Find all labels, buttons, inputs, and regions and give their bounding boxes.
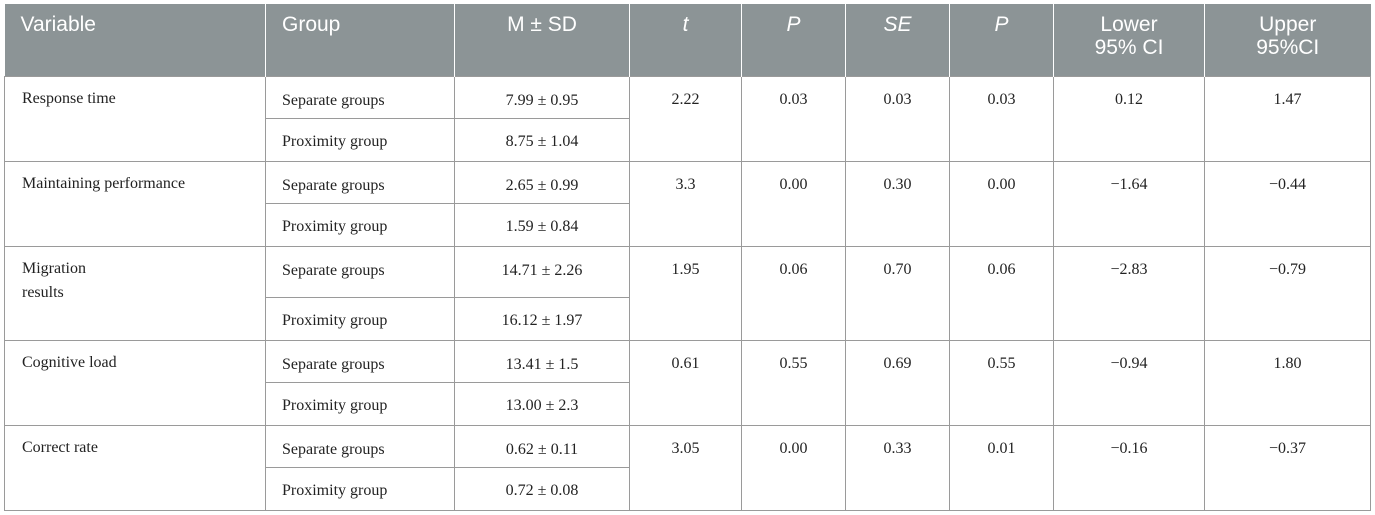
table-row: Maintaining performance Separate groups …: [4, 160, 1371, 247]
header-variable: Variable: [4, 4, 266, 76]
se-cell: 0.69: [845, 339, 950, 426]
header-lower-ci: Lower 95% CI: [1053, 4, 1205, 76]
lower-ci-cell: −2.83: [1053, 245, 1205, 341]
upper-ci-cell: 1.80: [1204, 339, 1371, 426]
lower-ci-cell: −0.16: [1053, 424, 1205, 511]
variable-cell: Response time: [4, 75, 266, 162]
table-row: Proximity group 16.12 ± 1.97: [5, 296, 1371, 341]
se-cell: 0.70: [845, 245, 950, 341]
table-row: Proximity group 13.00 ± 2.3: [5, 381, 1371, 426]
header-upper-ci-line1: Upper: [1259, 13, 1317, 36]
upper-ci-cell: −0.44: [1204, 160, 1371, 247]
group-cell: Proximity group: [265, 117, 455, 162]
table-row: Cognitive load Separate groups 13.41 ± 1…: [4, 339, 1371, 426]
header-t: t: [629, 4, 742, 76]
t-cell: 1.95: [629, 245, 742, 341]
p-second-cell: 0.55: [949, 339, 1054, 426]
header-row: Variable Group M ± SD t P SE P Lower 95%…: [4, 4, 1371, 76]
header-p-second: P: [949, 4, 1054, 76]
msd-cell: 7.99 ± 0.95: [454, 75, 630, 119]
group-cell: Proximity group: [265, 202, 455, 247]
lower-ci-cell: −1.64: [1053, 160, 1205, 247]
results-table: Variable Group M ± SD t P SE P Lower 95%…: [4, 4, 1371, 511]
header-msd: M ± SD: [454, 4, 630, 76]
variable-cell: Cognitive load: [4, 339, 266, 426]
p-cell: 0.00: [741, 160, 846, 247]
p-cell: 0.03: [741, 75, 846, 162]
msd-cell: 14.71 ± 2.26: [454, 245, 630, 298]
header-se: SE: [845, 4, 950, 76]
msd-cell: 2.65 ± 0.99: [454, 160, 630, 204]
variable-cell: Maintaining performance: [4, 160, 266, 247]
p-cell: 0.00: [741, 424, 846, 511]
se-cell: 0.30: [845, 160, 950, 247]
group-cell: Separate groups: [265, 424, 455, 468]
variable-cell: Correct rate: [4, 424, 266, 511]
t-cell: 0.61: [629, 339, 742, 426]
msd-cell: 16.12 ± 1.97: [454, 296, 630, 341]
p-cell: 0.06: [741, 245, 846, 341]
group-cell: Separate groups: [265, 339, 455, 383]
table-row: Migration results Separate groups 14.71 …: [4, 245, 1371, 341]
header-p: P: [741, 4, 846, 76]
header-lower-ci-line1: Lower: [1100, 13, 1158, 36]
se-cell: 0.03: [845, 75, 950, 162]
variable-cell: Migration results: [4, 245, 266, 341]
variable-line1: Migration: [22, 259, 86, 277]
header-upper-ci: Upper 95%CI: [1204, 4, 1371, 76]
upper-ci-cell: −0.79: [1204, 245, 1371, 341]
table-row: Proximity group 0.72 ± 0.08: [5, 466, 1371, 511]
header-lower-ci-line2: 95% CI: [1094, 36, 1164, 59]
p-second-cell: 0.01: [949, 424, 1054, 511]
lower-ci-cell: −0.94: [1053, 339, 1205, 426]
upper-ci-cell: −0.37: [1204, 424, 1371, 511]
table-row: Correct rate Separate groups 0.62 ± 0.11…: [4, 424, 1371, 511]
group-cell: Proximity group: [265, 296, 455, 341]
se-cell: 0.33: [845, 424, 950, 511]
p-second-cell: 0.06: [949, 245, 1054, 341]
header-upper-ci-line2: 95%CI: [1256, 36, 1320, 59]
header-group: Group: [265, 4, 455, 76]
group-cell: Proximity group: [265, 466, 455, 511]
table-row: Proximity group 1.59 ± 0.84: [5, 202, 1371, 247]
t-cell: 3.3: [629, 160, 742, 247]
p-second-cell: 0.00: [949, 160, 1054, 247]
p-second-cell: 0.03: [949, 75, 1054, 162]
msd-cell: 13.00 ± 2.3: [454, 381, 630, 426]
msd-cell: 8.75 ± 1.04: [454, 117, 630, 162]
t-cell: 3.05: [629, 424, 742, 511]
variable-line2: results: [22, 283, 64, 301]
msd-cell: 0.72 ± 0.08: [454, 466, 630, 511]
lower-ci-cell: 0.12: [1053, 75, 1205, 162]
msd-cell: 0.62 ± 0.11: [454, 424, 630, 468]
upper-ci-cell: 1.47: [1204, 75, 1371, 162]
group-cell: Separate groups: [265, 245, 455, 298]
table-row: Proximity group 8.75 ± 1.04: [5, 117, 1371, 162]
t-cell: 2.22: [629, 75, 742, 162]
group-cell: Separate groups: [265, 160, 455, 204]
table-header: Variable Group M ± SD t P SE P Lower 95%…: [4, 4, 1371, 76]
table-body: Response time Separate groups 7.99 ± 0.9…: [4, 75, 1371, 511]
group-cell: Proximity group: [265, 381, 455, 426]
msd-cell: 1.59 ± 0.84: [454, 202, 630, 247]
group-cell: Separate groups: [265, 75, 455, 119]
msd-cell: 13.41 ± 1.5: [454, 339, 630, 383]
p-cell: 0.55: [741, 339, 846, 426]
table-row: Response time Separate groups 7.99 ± 0.9…: [4, 75, 1371, 162]
